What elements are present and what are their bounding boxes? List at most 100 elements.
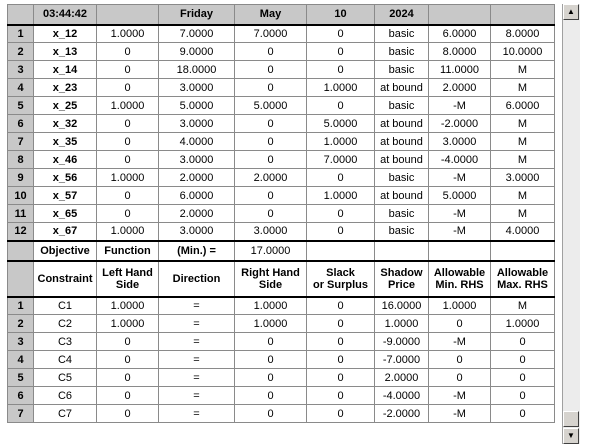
grid-cell[interactable]: [306, 239, 375, 261]
header-cell[interactable]: [96, 4, 159, 25]
grid-cell[interactable]: 0: [490, 386, 555, 405]
grid-cell[interactable]: 5.0000: [234, 96, 307, 115]
column-header[interactable]: Constraint: [33, 259, 97, 297]
grid-cell[interactable]: 0: [96, 132, 159, 151]
grid-cell[interactable]: 0: [306, 314, 375, 333]
grid-cell[interactable]: 0: [234, 114, 307, 133]
grid-cell[interactable]: 2.0000: [234, 168, 307, 187]
grid-cell[interactable]: 5.0000: [428, 186, 491, 205]
grid-cell[interactable]: -M: [428, 96, 491, 115]
grid-cell[interactable]: 6.0000: [158, 186, 235, 205]
grid-cell[interactable]: 0: [306, 350, 375, 369]
row-header[interactable]: 1: [7, 23, 34, 43]
row-header[interactable]: 3: [7, 332, 34, 351]
variable-name[interactable]: x_13: [33, 42, 97, 61]
row-header[interactable]: 1: [7, 295, 34, 315]
grid-cell[interactable]: C3: [33, 332, 97, 351]
grid-cell[interactable]: 0: [96, 350, 159, 369]
grid-cell[interactable]: =: [158, 386, 235, 405]
grid-cell[interactable]: at bound: [374, 150, 429, 169]
row-header[interactable]: 2: [7, 42, 34, 61]
grid-cell[interactable]: 10.0000: [490, 42, 555, 61]
vertical-scrollbar[interactable]: ▲ ▼: [562, 4, 580, 444]
grid-cell[interactable]: at bound: [374, 114, 429, 133]
grid-cell[interactable]: basic: [374, 42, 429, 61]
grid-cell[interactable]: -M: [428, 332, 491, 351]
grid-cell[interactable]: 0: [234, 60, 307, 79]
grid-cell[interactable]: 1.0000: [96, 96, 159, 115]
grid-cell[interactable]: 0: [96, 78, 159, 97]
grid-cell[interactable]: 3.0000: [158, 150, 235, 169]
row-header[interactable]: 5: [7, 96, 34, 115]
grid-cell[interactable]: -4.0000: [428, 150, 491, 169]
row-header[interactable]: 11: [7, 204, 34, 223]
grid-cell[interactable]: 0: [306, 295, 375, 315]
grid-cell[interactable]: at bound: [374, 78, 429, 97]
grid-cell[interactable]: 1.0000: [490, 314, 555, 333]
grid-cell[interactable]: 8.0000: [490, 23, 555, 43]
grid-cell[interactable]: 8.0000: [428, 42, 491, 61]
grid-cell[interactable]: 0: [428, 368, 491, 387]
grid-cell[interactable]: 0: [234, 350, 307, 369]
grid-cell[interactable]: 4.0000: [158, 132, 235, 151]
grid-cell[interactable]: 0: [306, 386, 375, 405]
grid-cell[interactable]: 1.0000: [374, 314, 429, 333]
grid-cell[interactable]: 0: [96, 386, 159, 405]
grid-cell[interactable]: 3.0000: [158, 114, 235, 133]
grid-cell[interactable]: at bound: [374, 186, 429, 205]
grid-cell[interactable]: 0: [96, 404, 159, 423]
grid-cell[interactable]: [490, 239, 555, 261]
grid-cell[interactable]: basic: [374, 60, 429, 79]
grid-cell[interactable]: 0: [234, 368, 307, 387]
grid-cell[interactable]: -7.0000: [374, 350, 429, 369]
grid-cell[interactable]: -M: [428, 204, 491, 223]
grid-cell[interactable]: M: [490, 295, 555, 315]
grid-cell[interactable]: 0: [306, 60, 375, 79]
header-cell[interactable]: 2024: [374, 4, 429, 25]
row-header[interactable]: 7: [7, 404, 34, 423]
column-header[interactable]: Allowable Min. RHS: [428, 259, 491, 297]
header-cell[interactable]: Friday: [158, 4, 235, 25]
grid-cell[interactable]: 1.0000: [96, 168, 159, 187]
variable-name[interactable]: x_65: [33, 204, 97, 223]
objective-cell[interactable]: (Min.) =: [158, 239, 235, 261]
grid-cell[interactable]: [428, 239, 491, 261]
variable-name[interactable]: x_57: [33, 186, 97, 205]
grid-cell[interactable]: 0: [306, 168, 375, 187]
grid-cell[interactable]: 9.0000: [158, 42, 235, 61]
grid-cell[interactable]: basic: [374, 168, 429, 187]
grid-cell[interactable]: 1.0000: [96, 222, 159, 241]
grid-cell[interactable]: -9.0000: [374, 332, 429, 351]
scroll-up-button[interactable]: ▲: [563, 4, 579, 20]
grid-cell[interactable]: 18.0000: [158, 60, 235, 79]
grid-cell[interactable]: 0: [234, 78, 307, 97]
variable-name[interactable]: x_35: [33, 132, 97, 151]
grid-cell[interactable]: 2.0000: [374, 368, 429, 387]
grid-cell[interactable]: 16.0000: [374, 295, 429, 315]
grid-cell[interactable]: basic: [374, 222, 429, 241]
objective-cell[interactable]: Function: [96, 239, 159, 261]
variable-name[interactable]: x_25: [33, 96, 97, 115]
grid-cell[interactable]: M: [490, 132, 555, 151]
grid-cell[interactable]: C6: [33, 386, 97, 405]
row-header[interactable]: 4: [7, 78, 34, 97]
grid-cell[interactable]: 7.0000: [306, 150, 375, 169]
grid-cell[interactable]: 1.0000: [234, 295, 307, 315]
grid-cell[interactable]: 4.0000: [490, 222, 555, 241]
grid-cell[interactable]: 0: [234, 404, 307, 423]
grid-cell[interactable]: 1.0000: [96, 295, 159, 315]
grid-cell[interactable]: 0: [234, 332, 307, 351]
grid-cell[interactable]: 1.0000: [234, 314, 307, 333]
grid-cell[interactable]: 0: [490, 404, 555, 423]
row-header[interactable]: 2: [7, 314, 34, 333]
row-header[interactable]: 5: [7, 368, 34, 387]
grid-cell[interactable]: 0: [306, 368, 375, 387]
grid-cell[interactable]: 1.0000: [428, 295, 491, 315]
objective-cell[interactable]: Objective: [33, 239, 97, 261]
column-header[interactable]: Allowable Max. RHS: [490, 259, 555, 297]
grid-cell[interactable]: 1.0000: [306, 186, 375, 205]
grid-cell[interactable]: C2: [33, 314, 97, 333]
grid-cell[interactable]: 0: [490, 332, 555, 351]
grid-cell[interactable]: M: [490, 78, 555, 97]
row-header[interactable]: 6: [7, 386, 34, 405]
